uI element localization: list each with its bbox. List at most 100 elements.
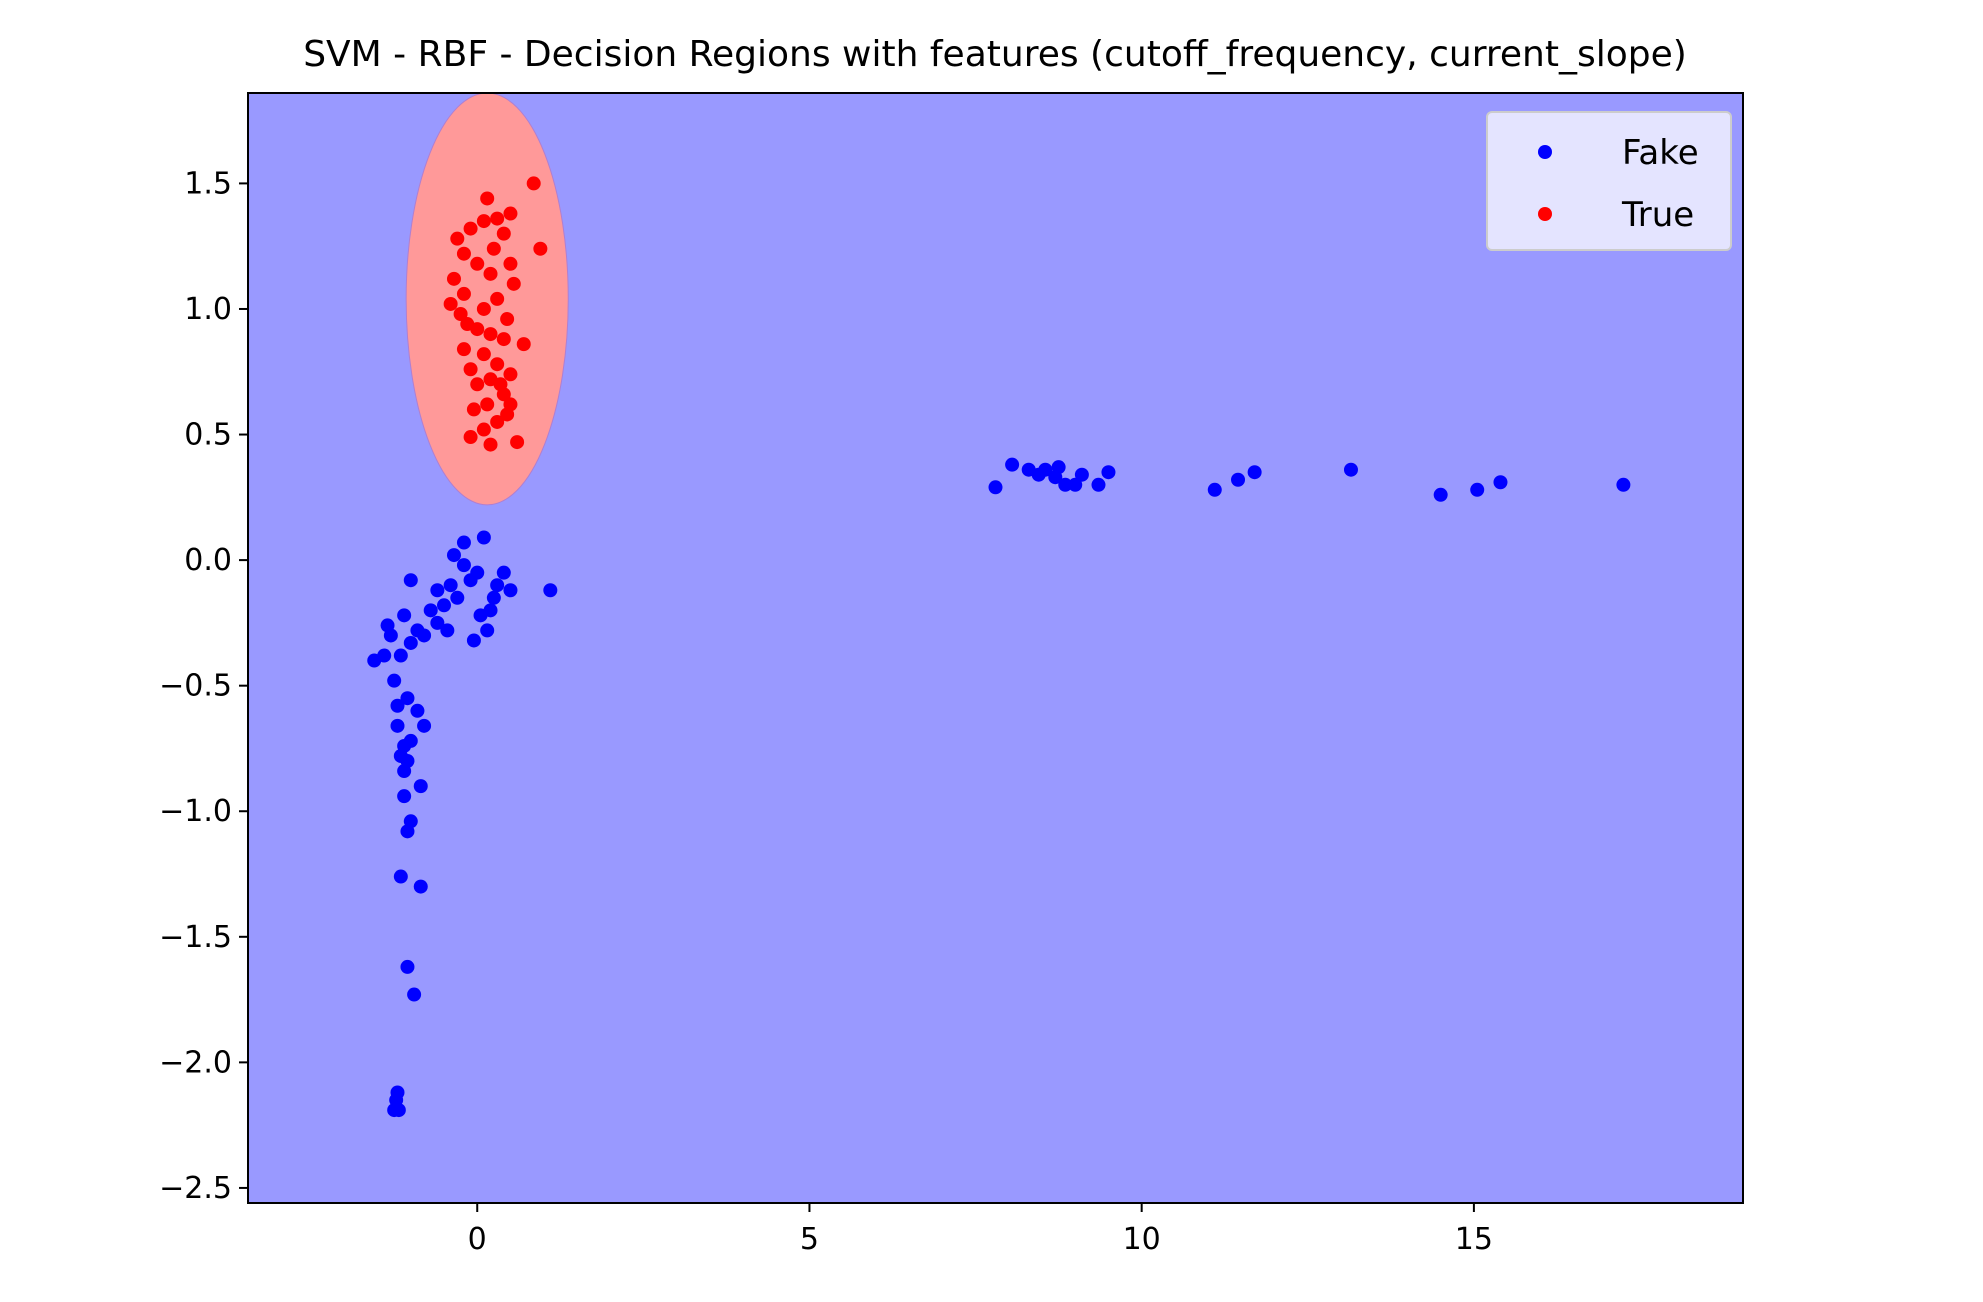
point-fake [1616, 477, 1631, 492]
point-fake [503, 583, 518, 598]
x-tick-label: 0 [468, 1222, 487, 1257]
point-fake [1091, 477, 1106, 492]
point-true [463, 430, 478, 445]
point-fake [988, 480, 1003, 495]
point-fake [486, 590, 501, 605]
point-true [463, 221, 478, 236]
axes-frame [247, 92, 1744, 1204]
point-fake [397, 608, 412, 623]
point-true [500, 312, 515, 327]
point-fake [466, 633, 481, 648]
y-tick-label: 0.5 [184, 418, 232, 453]
x-tick-label: 5 [800, 1222, 819, 1257]
legend-label-fake: Fake [1622, 133, 1699, 173]
point-fake [437, 598, 452, 613]
point-true [496, 226, 511, 241]
chart-title: SVM - RBF - Decision Regions with featur… [303, 34, 1687, 75]
point-true [483, 437, 498, 452]
point-true [456, 342, 471, 357]
y-tick-label: −2.0 [159, 1045, 232, 1080]
point-fake [403, 635, 418, 650]
point-fake [1207, 482, 1222, 497]
point-fake [1343, 462, 1358, 477]
point-true [480, 191, 495, 206]
point-true [490, 291, 505, 306]
point-fake [443, 578, 458, 593]
point-true [456, 286, 471, 301]
point-fake [400, 824, 415, 839]
point-fake [1005, 457, 1020, 472]
point-true [460, 317, 475, 332]
point-fake [393, 648, 408, 663]
point-fake [423, 603, 438, 618]
point-fake [1051, 460, 1066, 475]
point-fake [380, 618, 395, 633]
point-true [503, 397, 518, 412]
point-fake [450, 590, 465, 605]
point-fake [1247, 465, 1262, 480]
point-fake [413, 879, 428, 894]
point-true [526, 176, 541, 191]
point-fake [543, 583, 558, 598]
point-true [476, 347, 491, 362]
point-fake [1068, 477, 1083, 492]
y-tick-label: 0.0 [184, 543, 232, 578]
point-true [450, 231, 465, 246]
point-true [490, 414, 505, 429]
point-fake [463, 573, 478, 588]
point-fake [407, 987, 422, 1002]
point-fake [440, 623, 455, 638]
point-true [496, 332, 511, 347]
point-fake [397, 789, 412, 804]
point-fake [1074, 467, 1089, 482]
point-true [533, 241, 548, 256]
point-fake [390, 698, 405, 713]
point-fake [393, 869, 408, 884]
legend-label-true: True [1621, 195, 1694, 235]
point-fake [1433, 487, 1448, 502]
point-fake [490, 578, 505, 593]
point-fake [1493, 475, 1508, 490]
point-true [476, 214, 491, 229]
point-fake [1231, 472, 1246, 487]
point-fake [403, 573, 418, 588]
legend: Fake True [1486, 111, 1732, 251]
point-true [476, 301, 491, 316]
point-fake [410, 703, 425, 718]
point-fake [413, 779, 428, 794]
legend-marker-true [1538, 207, 1552, 221]
point-true [486, 241, 501, 256]
point-true [490, 211, 505, 226]
point-fake [446, 548, 461, 563]
point-fake [367, 653, 382, 668]
point-true [476, 422, 491, 437]
point-fake [400, 959, 415, 974]
point-fake [400, 691, 415, 706]
point-true [510, 435, 525, 450]
point-true [446, 271, 461, 286]
point-true [480, 397, 495, 412]
point-fake [387, 673, 402, 688]
x-tick-label: 15 [1455, 1222, 1493, 1257]
point-true [490, 357, 505, 372]
decision-regions [248, 93, 1743, 1203]
point-true [443, 296, 458, 311]
series-true [443, 176, 548, 452]
y-tick-label: −1.5 [159, 920, 232, 955]
legend-marker-fake [1538, 145, 1552, 159]
y-tick-label: −1.0 [159, 794, 232, 829]
point-fake [391, 1103, 406, 1118]
point-fake [430, 583, 445, 598]
point-fake [410, 623, 425, 638]
y-tick-label: −2.5 [159, 1171, 232, 1206]
point-true [456, 246, 471, 261]
point-true [493, 377, 508, 392]
point-true [453, 306, 468, 321]
point-true [470, 377, 485, 392]
point-true [516, 337, 531, 352]
point-true [466, 402, 481, 417]
point-fake [390, 718, 405, 733]
data-points [367, 176, 1631, 1118]
